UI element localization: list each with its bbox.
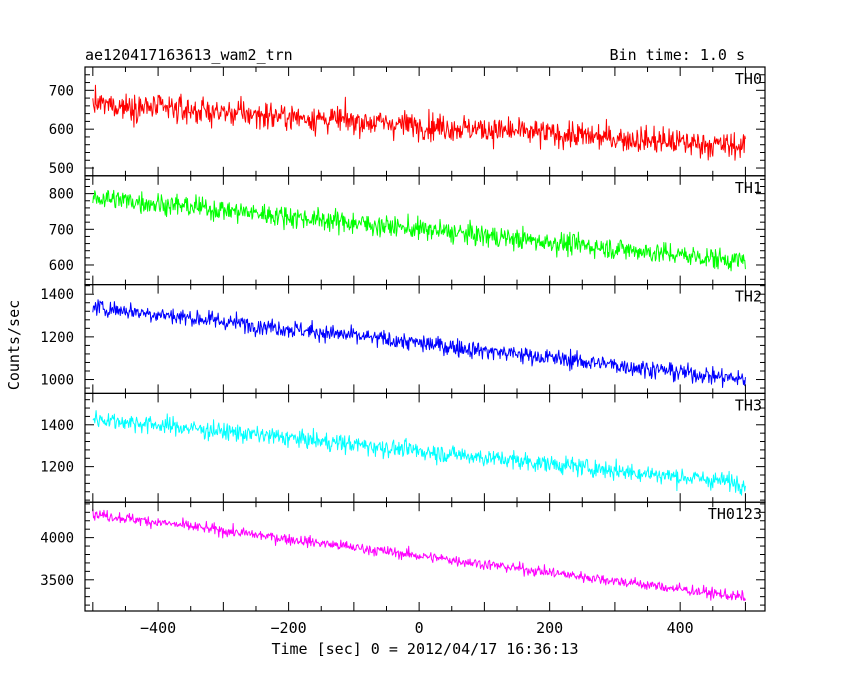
y-tick-label: 700 xyxy=(49,222,74,238)
panel-frame xyxy=(84,392,766,503)
series-label-th1: TH1 xyxy=(735,179,762,197)
series-line-th0123 xyxy=(92,508,746,602)
bin-time-label: Bin time: 1.0 s xyxy=(610,46,745,64)
series-label-th0123: TH0123 xyxy=(708,505,762,523)
panel-th2: 1000 1200 1400 TH2 xyxy=(40,284,766,395)
y-tick-label: 600 xyxy=(49,122,74,138)
x-tick-label: 400 xyxy=(667,619,694,637)
y-tick-label: 500 xyxy=(49,161,74,177)
y-tick-label: 1400 xyxy=(40,287,74,303)
chart-title: ae120417163613_wam2_trn xyxy=(85,46,293,64)
y-axis-label: Counts/sec xyxy=(5,300,23,390)
series-line-th1 xyxy=(92,189,746,272)
x-axis-label: Time [sec] 0 = 2012/04/17 16:36:13 xyxy=(271,640,578,658)
y-tick-label: 600 xyxy=(49,258,74,274)
panel-th3: 1200 1400 TH3 xyxy=(40,392,766,503)
panel-frame xyxy=(84,284,766,395)
y-tick-label: 1200 xyxy=(40,330,74,346)
y-tick-label: 700 xyxy=(49,83,74,99)
x-tick-label: 0 xyxy=(415,619,424,637)
panel-th0: 500 600 700 TH0 xyxy=(49,66,766,177)
y-tick-label: 1400 xyxy=(40,418,74,434)
x-tick-label: −200 xyxy=(271,619,307,637)
series-label-th0: TH0 xyxy=(735,70,762,88)
series-label-th2: TH2 xyxy=(735,288,762,306)
series-label-th3: TH3 xyxy=(735,396,762,414)
y-tick-label: 3500 xyxy=(40,573,74,589)
y-tick-label: 1200 xyxy=(40,460,74,476)
x-tick-label: 200 xyxy=(536,619,563,637)
y-tick-label: 4000 xyxy=(40,531,74,547)
panel-th0123: 3500 4000 TH0123 xyxy=(40,501,766,612)
y-tick-label: 800 xyxy=(49,187,74,203)
x-tick-label: −400 xyxy=(140,619,176,637)
series-line-th3 xyxy=(92,410,746,496)
series-line-th2 xyxy=(92,299,746,388)
y-tick-label: 1000 xyxy=(40,373,74,389)
panel-frame xyxy=(84,501,766,612)
panel-th1: 600 700 800 TH1 xyxy=(49,175,766,286)
series-line-th0 xyxy=(92,84,746,161)
